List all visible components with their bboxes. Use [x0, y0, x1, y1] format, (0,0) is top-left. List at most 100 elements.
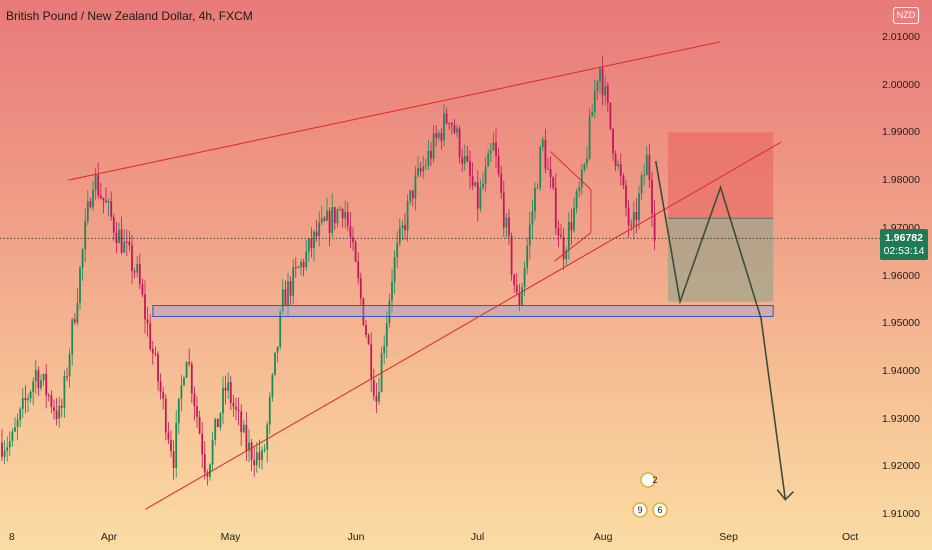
candle-body [32, 381, 35, 392]
candle-body [112, 216, 115, 233]
projection-arrowhead [776, 489, 794, 501]
candle-body [383, 346, 386, 354]
projection-path [654, 160, 787, 500]
candle-body [141, 284, 144, 295]
candle-body [237, 409, 240, 412]
candle-body [458, 128, 461, 158]
candle-body [632, 212, 635, 226]
candle-body [240, 411, 243, 433]
candle-body [635, 212, 638, 221]
candle-body [97, 175, 100, 196]
candle-body [159, 381, 162, 393]
trendline-flag-bottom [554, 232, 592, 262]
current-price-tag: 1.96782 02:53:14 [880, 229, 928, 260]
candle-body [367, 334, 370, 345]
candle-body [489, 150, 492, 154]
candle-body [583, 164, 586, 170]
candle-body [349, 225, 352, 238]
candle-body [484, 166, 487, 184]
candle-body [177, 398, 180, 424]
candle-body [640, 175, 643, 194]
candle-body [227, 381, 230, 391]
y-tick-label: 1.91000 [882, 508, 920, 520]
candle-body [599, 68, 601, 82]
candle-body [315, 231, 318, 237]
candle-body [201, 433, 204, 455]
candle-body [385, 323, 388, 347]
candle-body [157, 353, 159, 382]
candle-body [593, 90, 596, 112]
candle-body [409, 190, 412, 202]
candle-body [505, 217, 508, 228]
candle-body [110, 201, 113, 217]
candle-body [14, 427, 16, 432]
candle-body [352, 237, 354, 243]
candle-body [162, 392, 165, 399]
y-tick-label: 1.99000 [882, 126, 920, 139]
candle-body [76, 303, 79, 323]
candle-body [172, 451, 175, 468]
candle-body [154, 353, 157, 355]
candle-body [648, 155, 651, 180]
candle-body [518, 292, 521, 306]
candle-body [333, 207, 336, 224]
candle-body [180, 385, 183, 399]
candle-body [378, 392, 380, 402]
candle-body [45, 373, 48, 396]
candle-body [375, 395, 378, 402]
candle-body [401, 225, 404, 229]
candle-body [250, 442, 253, 460]
candle-body [50, 395, 53, 408]
candle-body [476, 182, 479, 209]
candle-body [453, 125, 456, 133]
candle-body [190, 363, 193, 394]
candle-body [359, 278, 362, 299]
candle-body [53, 407, 55, 411]
candle-body [346, 212, 349, 226]
candle-body [396, 242, 399, 258]
candle-body [531, 211, 534, 225]
stop-loss-zone [667, 132, 774, 219]
candle-body [591, 111, 594, 117]
candle-body [487, 153, 490, 167]
candle-body [305, 251, 308, 268]
candle-body [71, 319, 74, 355]
candle-body [554, 187, 557, 229]
candle-body [549, 168, 552, 178]
candle-body [370, 344, 373, 380]
candle-body [445, 113, 448, 124]
candle-body [586, 158, 588, 165]
candle-body [29, 391, 32, 399]
candle-body [248, 442, 250, 451]
candle-body [645, 155, 648, 176]
candle-body [508, 217, 510, 236]
candle-body [474, 182, 477, 186]
candle-body [125, 241, 128, 243]
candle-body [222, 387, 224, 414]
candle-body [92, 190, 94, 208]
candle-body [294, 267, 297, 269]
trendline-upper [68, 41, 721, 181]
candle-body [570, 222, 573, 231]
candle-body [214, 418, 217, 440]
candle-body [258, 452, 261, 461]
event-marker [640, 472, 656, 488]
candle-body [469, 161, 471, 177]
candle-body [588, 116, 591, 159]
candle-body [55, 410, 58, 419]
candle-body [94, 175, 97, 191]
candle-body [544, 139, 547, 169]
x-tick-label: 8 [8, 531, 15, 543]
x-tick-label: Apr [100, 531, 118, 543]
candle-body [565, 250, 568, 260]
candle-body [495, 142, 497, 156]
candle-body [281, 289, 284, 312]
candle-body [320, 218, 323, 223]
candle-body [500, 173, 503, 193]
candle-body [328, 211, 331, 233]
candle-body [336, 209, 339, 224]
currency-badge[interactable]: NZD [893, 7, 919, 24]
candle-body [502, 192, 505, 228]
